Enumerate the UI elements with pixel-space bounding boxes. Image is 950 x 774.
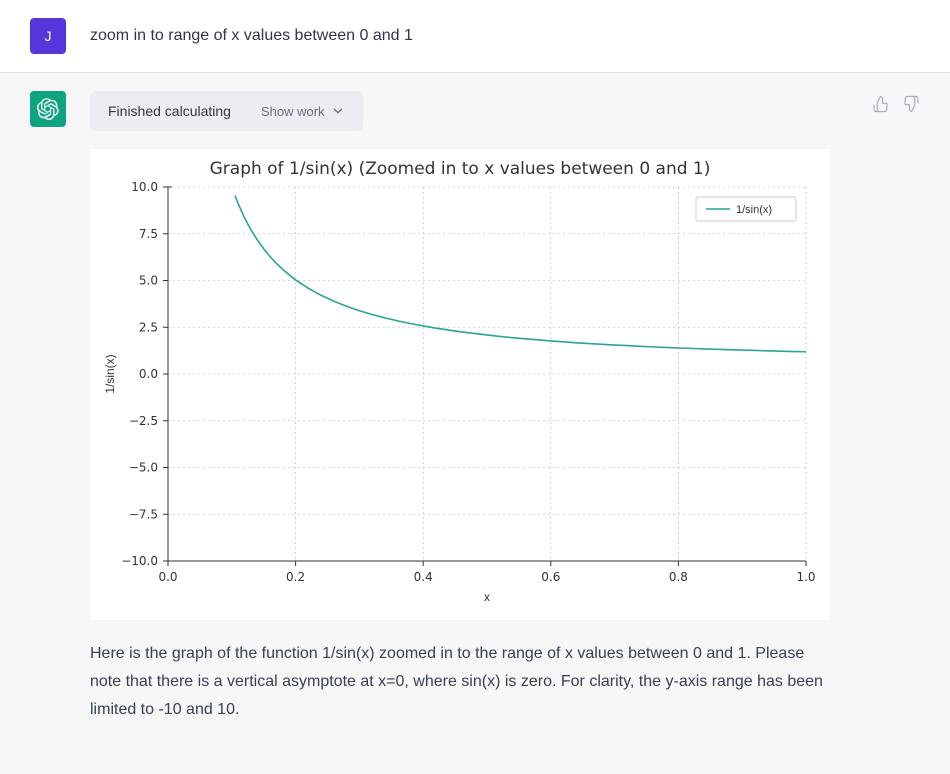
user-avatar: J <box>30 18 66 54</box>
feedback-buttons <box>872 91 920 113</box>
show-work-label: Show work <box>261 104 325 119</box>
svg-text:1/sin(x): 1/sin(x) <box>103 354 117 393</box>
svg-text:0.2: 0.2 <box>286 570 305 584</box>
show-work-toggle[interactable]: Show work <box>261 104 345 119</box>
svg-text:5.0: 5.0 <box>139 274 158 288</box>
thumbs-down-icon[interactable] <box>902 95 920 113</box>
svg-text:−2.5: −2.5 <box>129 414 158 428</box>
svg-text:−7.5: −7.5 <box>129 507 158 521</box>
tool-status-pill: Finished calculating Show work <box>90 91 363 131</box>
svg-text:1.0: 1.0 <box>796 570 815 584</box>
tool-status-text: Finished calculating <box>108 103 231 119</box>
chart-container: Graph of 1/sin(x) (Zoomed in to x values… <box>90 149 830 620</box>
openai-logo-icon <box>37 98 59 120</box>
svg-text:−10.0: −10.0 <box>121 554 158 568</box>
thumbs-up-icon[interactable] <box>872 95 890 113</box>
svg-text:2.5: 2.5 <box>139 320 158 334</box>
svg-text:0.0: 0.0 <box>158 570 177 584</box>
svg-text:0.8: 0.8 <box>669 570 688 584</box>
svg-text:−5.0: −5.0 <box>129 461 158 475</box>
svg-text:0.6: 0.6 <box>541 570 560 584</box>
svg-text:0.4: 0.4 <box>414 570 433 584</box>
svg-text:1/sin(x): 1/sin(x) <box>736 204 772 216</box>
svg-text:7.5: 7.5 <box>139 227 158 241</box>
user-message-text: zoom in to range of x values between 0 a… <box>90 18 920 48</box>
assistant-message-row: Finished calculating Show work Graph of … <box>0 73 950 742</box>
user-avatar-letter: J <box>45 28 52 44</box>
chart-plot: 0.0 0.2 0.4 0.6 0.8 1.0 −10.0 −7.5 −5.0 −2.5 0.0 2.… <box>96 179 824 609</box>
svg-text:x: x <box>484 590 490 604</box>
chart-title: Graph of 1/sin(x) (Zoomed in to x values… <box>96 159 824 179</box>
svg-text:0.0: 0.0 <box>139 367 158 381</box>
chevron-down-icon <box>331 104 345 118</box>
user-message-row: J zoom in to range of x values between 0… <box>0 0 950 73</box>
assistant-response-text: Here is the graph of the function 1/sin(… <box>90 640 830 724</box>
assistant-avatar <box>30 91 66 127</box>
svg-text:10.0: 10.0 <box>131 180 158 194</box>
